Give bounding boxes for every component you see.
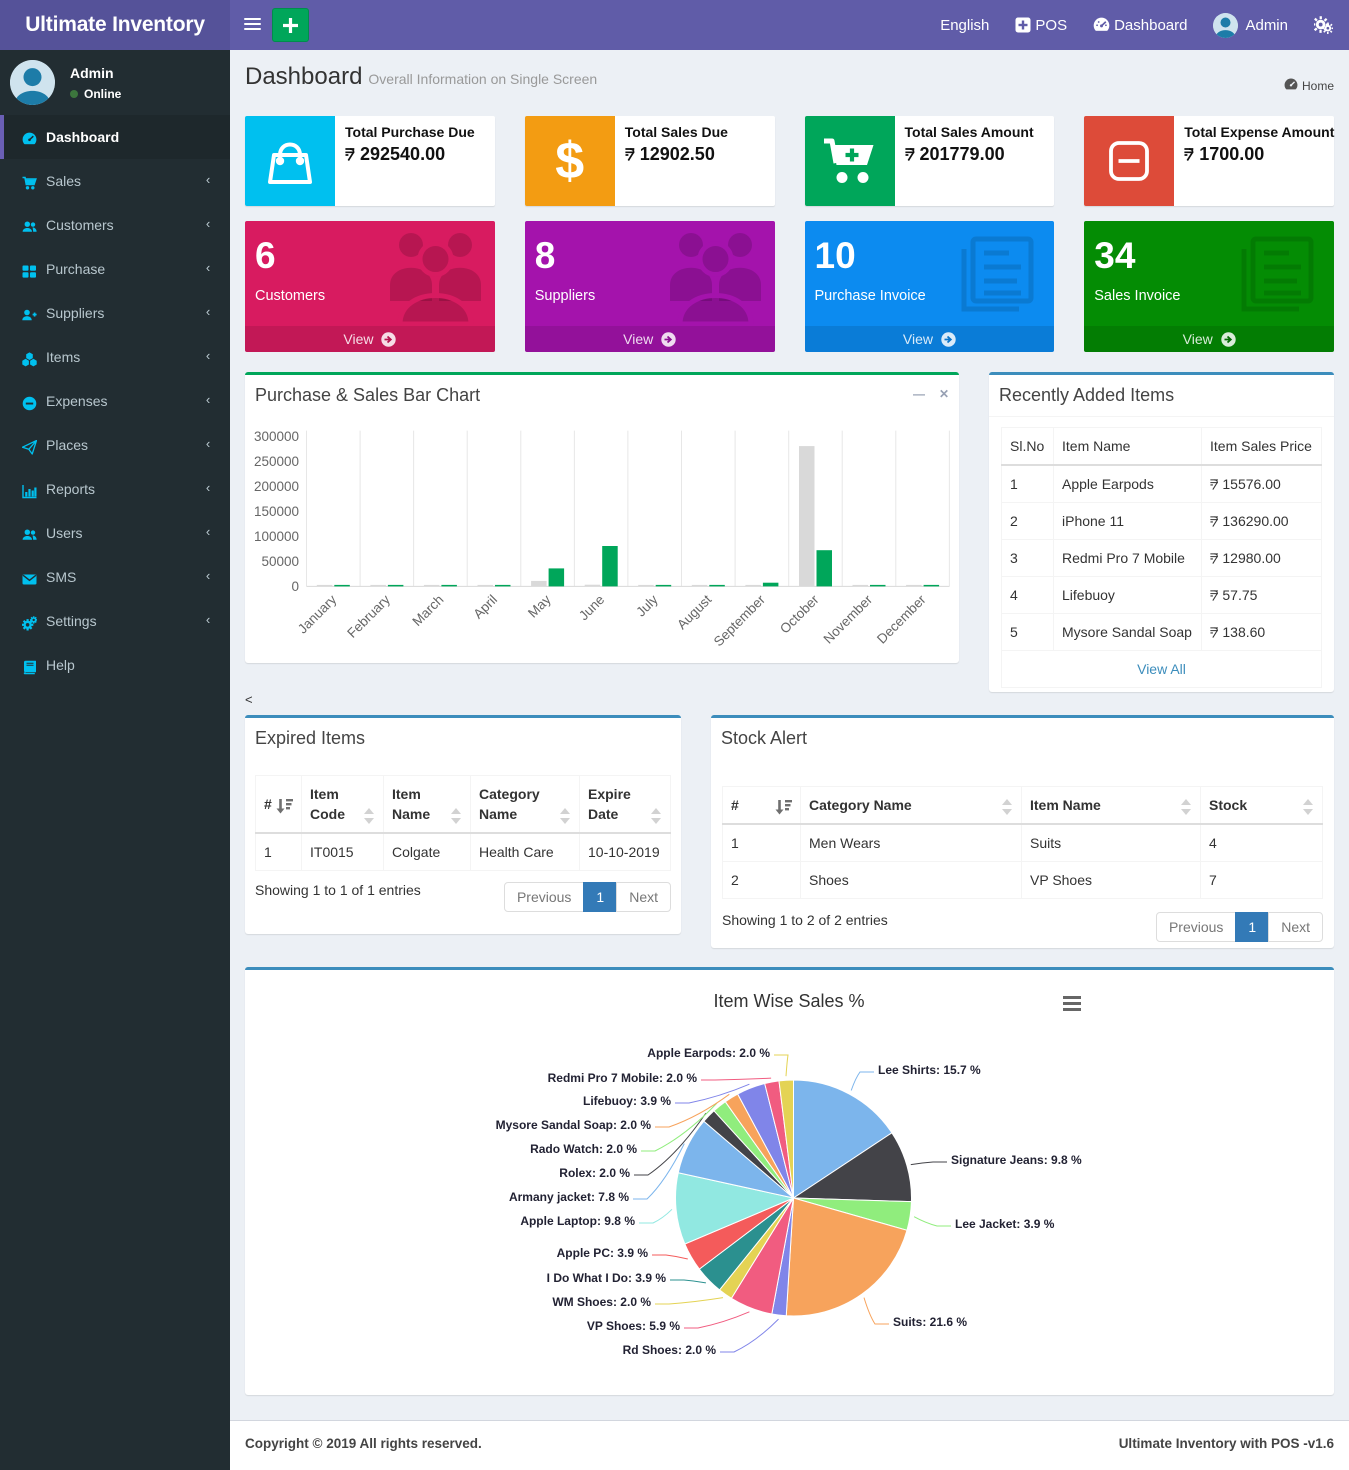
svg-text:Rado Watch: 2.0 %: Rado Watch: 2.0 % bbox=[530, 1142, 637, 1156]
svg-text:Lee Jacket: 3.9 %: Lee Jacket: 3.9 % bbox=[955, 1217, 1055, 1231]
svg-text:Item Wise Sales %: Item Wise Sales % bbox=[713, 991, 864, 1011]
svg-text:June: June bbox=[576, 592, 607, 623]
svg-text:Rolex: 2.0 %: Rolex: 2.0 % bbox=[559, 1166, 630, 1180]
svg-text:250000: 250000 bbox=[254, 454, 299, 469]
svg-text:0: 0 bbox=[291, 579, 299, 594]
svg-text:50000: 50000 bbox=[261, 554, 299, 569]
svg-text:December: December bbox=[874, 592, 929, 647]
svg-text:Suits: 21.6 %: Suits: 21.6 % bbox=[893, 1315, 967, 1329]
svg-text:May: May bbox=[525, 592, 554, 621]
svg-text:Signature Jeans: 9.8 %: Signature Jeans: 9.8 % bbox=[951, 1153, 1082, 1167]
svg-text:October: October bbox=[777, 592, 822, 637]
svg-text:Apple Laptop: 9.8 %: Apple Laptop: 9.8 % bbox=[520, 1214, 635, 1228]
svg-text:February: February bbox=[344, 592, 393, 641]
svg-text:July: July bbox=[633, 592, 661, 620]
svg-text:Armany jacket: 7.8 %: Armany jacket: 7.8 % bbox=[509, 1190, 629, 1204]
svg-text:Apple PC: 3.9 %: Apple PC: 3.9 % bbox=[557, 1246, 649, 1260]
svg-text:September: September bbox=[711, 592, 769, 650]
svg-text:Mysore Sandal Soap: 2.0 %: Mysore Sandal Soap: 2.0 % bbox=[496, 1118, 652, 1132]
svg-text:Apple Earpods: 2.0 %: Apple Earpods: 2.0 % bbox=[647, 1046, 770, 1060]
svg-text:Redmi Pro 7 Mobile: 2.0 %: Redmi Pro 7 Mobile: 2.0 % bbox=[548, 1071, 698, 1085]
svg-text:200000: 200000 bbox=[254, 479, 299, 494]
svg-text:March: March bbox=[409, 592, 446, 629]
svg-text:Lee Shirts: 15.7 %: Lee Shirts: 15.7 % bbox=[878, 1063, 981, 1077]
svg-text:150000: 150000 bbox=[254, 504, 299, 519]
svg-text:August: August bbox=[674, 592, 715, 633]
svg-text:Rd Shoes: 2.0 %: Rd Shoes: 2.0 % bbox=[623, 1343, 717, 1357]
svg-text:April: April bbox=[470, 592, 500, 622]
svg-text:100000: 100000 bbox=[254, 529, 299, 544]
svg-text:I Do What I Do: 3.9 %: I Do What I Do: 3.9 % bbox=[547, 1271, 667, 1285]
svg-text:January: January bbox=[295, 592, 340, 637]
svg-text:November: November bbox=[820, 592, 875, 647]
svg-text:300000: 300000 bbox=[254, 429, 299, 444]
svg-text:VP Shoes: 5.9 %: VP Shoes: 5.9 % bbox=[587, 1319, 680, 1333]
svg-text:WM Shoes: 2.0 %: WM Shoes: 2.0 % bbox=[552, 1295, 651, 1309]
svg-text:Lifebuoy: 3.9 %: Lifebuoy: 3.9 % bbox=[583, 1094, 671, 1108]
